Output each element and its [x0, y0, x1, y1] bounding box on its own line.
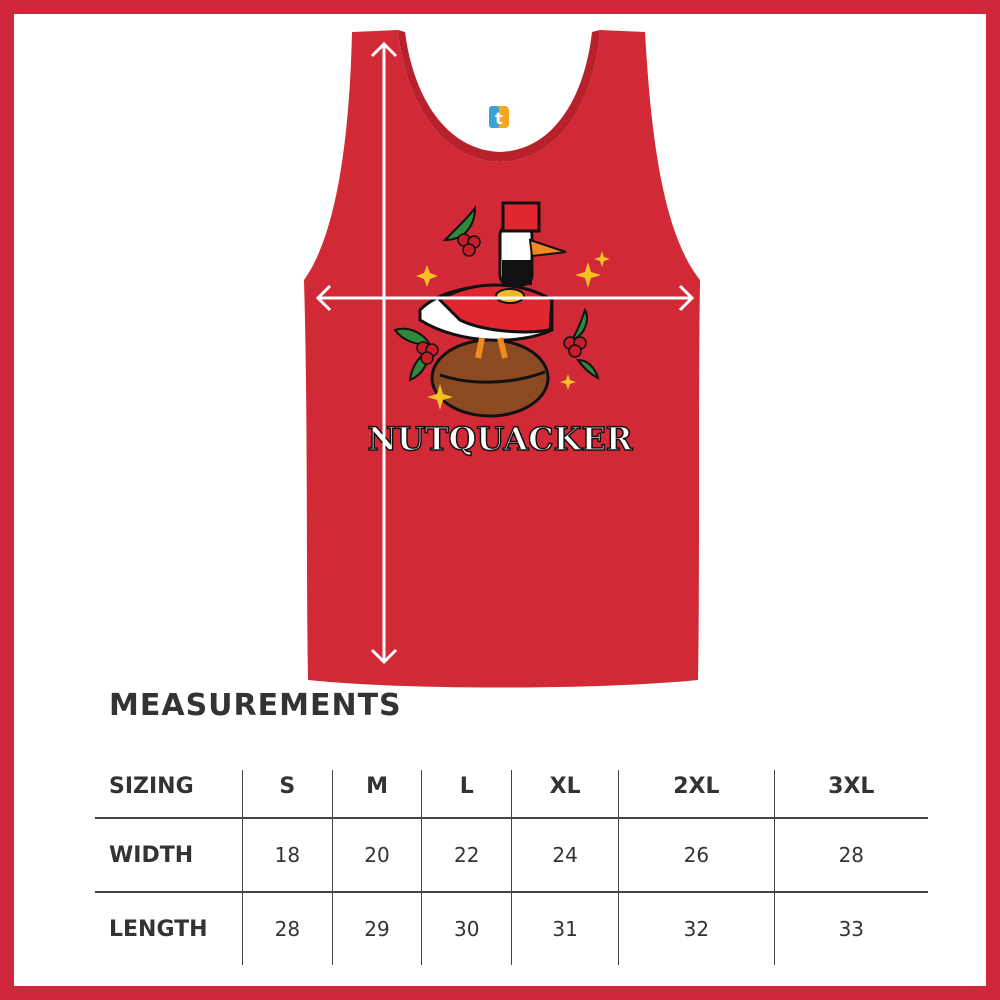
table-cell: 28: [773, 818, 928, 893]
table-cell: 28: [242, 892, 333, 965]
table-row-width: WIDTH 18 20 22 24 26 28: [95, 818, 928, 893]
header-cell: XL: [511, 770, 619, 819]
header-cell: L: [421, 770, 512, 819]
table-cell: 22: [421, 818, 512, 893]
table-cell: 18: [242, 818, 333, 893]
design-text: NUTQUACKER: [368, 420, 633, 458]
table-header-row: SIZING S M L XL 2XL 3XL: [95, 770, 928, 819]
length-arrow-icon: [370, 41, 398, 665]
brand-tag-logo: t: [489, 106, 509, 128]
table-row-length: LENGTH 28 29 30 31 32 33: [95, 892, 928, 965]
header-cell: S: [242, 770, 333, 819]
table-cell: 30: [421, 892, 512, 965]
table-cell: 20: [331, 818, 422, 893]
table-cell: 26: [618, 818, 775, 893]
svg-text:t: t: [495, 109, 503, 128]
header-cell: 2XL: [618, 770, 775, 819]
table-cell: 24: [511, 818, 619, 893]
width-arrow-icon: [315, 284, 695, 312]
table-cell: 29: [331, 892, 422, 965]
tank-top-image: t NUTQUACKER: [304, 30, 700, 688]
header-cell: 3XL: [773, 770, 928, 819]
row-label: LENGTH: [109, 916, 208, 942]
measurements-title: MEASUREMENTS: [109, 688, 402, 723]
table-cell: 33: [773, 892, 928, 965]
size-chart-table: SIZING S M L XL 2XL 3XL WIDTH 18 20 22 2…: [95, 770, 928, 965]
table-cell: 32: [618, 892, 775, 965]
table-cell: 31: [511, 892, 619, 965]
header-cell: SIZING: [95, 770, 243, 819]
row-label: WIDTH: [95, 818, 243, 893]
header-cell: M: [331, 770, 422, 819]
